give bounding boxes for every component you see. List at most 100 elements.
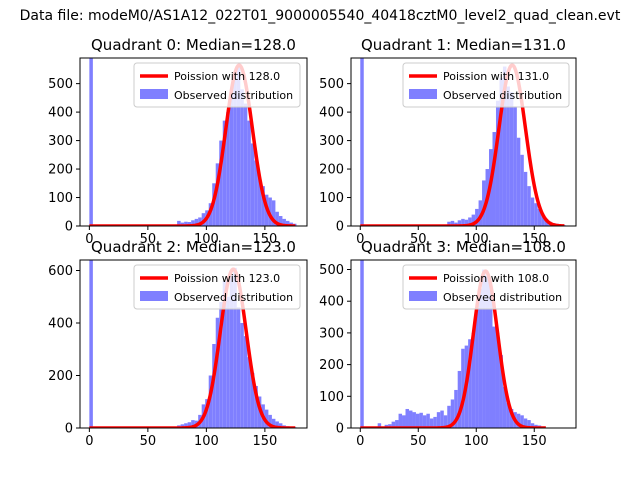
histogram-bar: [499, 355, 503, 428]
x-tick-label: 0: [85, 434, 93, 449]
histogram-bar: [285, 220, 290, 226]
x-tick-label: 0: [85, 232, 93, 247]
histogram-bar: [447, 221, 451, 226]
histogram-bar: [499, 77, 503, 226]
histogram-bar: [461, 218, 465, 226]
histogram-bar: [205, 399, 209, 428]
histogram-bar: [527, 186, 531, 226]
histogram-bar: [180, 424, 185, 428]
y-tick-label: 200: [319, 163, 344, 178]
legend: Poission with 108.0 Observed distribution: [402, 264, 570, 310]
histogram-bar: [233, 267, 237, 428]
y-tick-label: 300: [48, 134, 73, 149]
legend-label-poisson: Poission with 123.0: [174, 272, 280, 285]
y-tick-label: 0: [336, 422, 344, 437]
histogram-bar: [482, 180, 486, 226]
histogram-bar: [360, 58, 364, 226]
poisson-line: [88, 267, 297, 428]
subplot-title: Quadrant 2: Median=123.0: [91, 238, 296, 256]
x-tick-label: 0: [356, 434, 364, 449]
legend-bar-swatch: [409, 89, 437, 99]
quadrant-3-panel: 0 50 100 150 0 100 200 300 400 500 Quadrant 3: Med…: [319, 238, 577, 449]
histogram-bar: [278, 423, 283, 428]
histogram-bar: [264, 409, 269, 428]
histogram-bar: [408, 410, 413, 428]
legend-bar-swatch: [409, 291, 437, 301]
histogram-bar: [464, 219, 469, 226]
legend: Poission with 123.0 Observed distribution: [133, 264, 301, 310]
legend-box: [402, 264, 570, 310]
x-tick-label: 150: [252, 232, 277, 247]
subplot-title: Quadrant 0: Median=128.0: [91, 36, 296, 54]
histogram-bar: [527, 420, 531, 428]
x-tick-label: 100: [194, 232, 219, 247]
legend-label-observed: Observed distribution: [443, 291, 562, 304]
histogram-bar: [282, 218, 286, 226]
histogram-bar: [495, 100, 500, 226]
legend: Poission with 131.0 Observed distribution: [402, 62, 570, 108]
histogram-bar: [236, 66, 241, 226]
histogram-bar: [247, 120, 251, 226]
histogram-bar: [454, 389, 458, 428]
y-tick-label: 500: [319, 263, 344, 278]
histogram-bar: [502, 386, 507, 428]
histogram-bar: [520, 415, 524, 428]
histogram-bar: [530, 197, 535, 226]
legend-box: [133, 62, 301, 108]
y-tick-label: 0: [336, 220, 344, 235]
axes-frame: [350, 57, 577, 227]
histogram-bar: [440, 410, 444, 428]
y-tick-label: 300: [319, 326, 344, 341]
histogram-bar: [194, 218, 199, 226]
histogram-bar: [187, 422, 192, 428]
histogram-bar: [436, 412, 441, 428]
histogram-bar: [523, 171, 528, 226]
histogram-bar: [478, 200, 483, 226]
histogram-bar: [475, 208, 479, 226]
histogram-bar: [271, 418, 276, 428]
histogram-bar: [447, 405, 451, 428]
histogram-bar: [534, 203, 538, 226]
histogram-bar: [254, 386, 258, 428]
legend-label-poisson: Poission with 128.0: [174, 70, 280, 83]
histogram-bar: [275, 421, 279, 428]
legend-label-poisson: Poission with 131.0: [443, 70, 549, 83]
histogram-bar: [506, 402, 510, 428]
histogram-bar: [360, 260, 364, 428]
histogram-bar: [191, 420, 195, 428]
histogram-bar: [468, 339, 472, 428]
legend-label-poisson: Poission with 108.0: [443, 272, 549, 285]
legend-label-observed: Observed distribution: [443, 89, 562, 102]
histogram-bar: [509, 92, 514, 226]
histogram-bar: [398, 413, 403, 428]
histogram-bar: [271, 200, 276, 226]
quadrant-2-panel: 0 50 100 150 0 200 400 600 Quadrant 2: Median=12…: [48, 238, 308, 449]
histogram-bar: [502, 66, 507, 226]
histogram-bar: [426, 413, 430, 428]
histogram-bar: [450, 399, 455, 428]
histogram-bar: [461, 348, 465, 428]
x-tick-label: 50: [140, 434, 157, 449]
histogram-bar: [247, 357, 251, 428]
histogram-bar: [257, 177, 262, 226]
y-tick-label: 100: [319, 191, 344, 206]
histogram-bar: [450, 220, 455, 226]
histogram-bar: [268, 414, 272, 428]
legend-bar-swatch: [140, 89, 168, 99]
poisson-line: [359, 269, 548, 428]
y-tick-label: 500: [48, 77, 73, 92]
legend-box: [133, 264, 301, 310]
legend-label-observed: Observed distribution: [174, 291, 293, 304]
histogram-bar: [198, 217, 202, 226]
histogram-bar: [250, 143, 255, 226]
histogram-bar: [422, 415, 427, 428]
histogram-bar: [478, 288, 483, 428]
histogram-bar: [184, 221, 188, 226]
histogram-bar: [212, 344, 216, 428]
histogram-bar: [89, 58, 93, 226]
histogram-bar: [509, 408, 514, 428]
histogram-bar: [495, 332, 500, 428]
histogram-bar: [489, 285, 493, 428]
histogram-bar: [415, 413, 420, 428]
y-tick-label: 400: [319, 106, 344, 121]
